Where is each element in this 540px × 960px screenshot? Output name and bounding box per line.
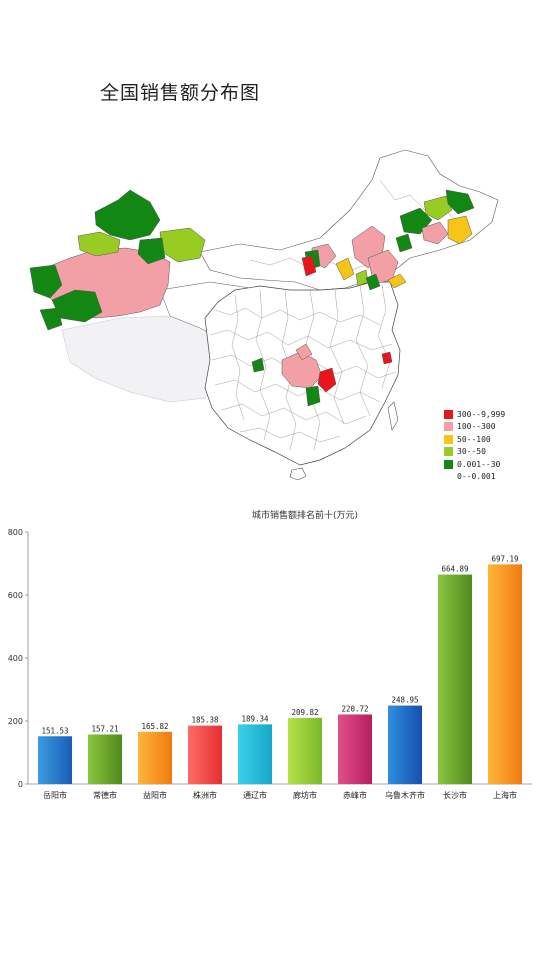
chart-title: 城市销售额排名前十(万元) [252,509,358,521]
y-tick-label: 0 [18,780,23,789]
bar-value-label: 248.95 [391,696,418,705]
map-region-hainan [290,468,306,480]
legend-label: 100--300 [457,422,496,431]
map-region-taiwan [388,402,398,430]
bar-长沙市 [438,575,472,784]
x-category-label: 株洲市 [193,790,217,800]
legend-item: 30--50 [444,446,505,459]
bar-value-label: 165.82 [141,722,168,731]
legend-item: 0.001--30 [444,458,505,471]
bar-乌鲁木齐市 [388,706,422,784]
x-category-label: 上海市 [493,790,517,800]
bar-value-label: 664.89 [441,565,468,574]
bar-value-label: 209.82 [291,708,318,717]
legend-swatch [444,447,453,456]
bar-value-label: 185.38 [191,716,219,725]
city-sales-bar-chart: 城市销售额排名前十(万元) 0 200 400 600 800 151.53 157.21… [0,500,540,810]
legend-label: 50--100 [457,435,491,444]
x-category-label: 乌鲁木齐市 [385,790,425,800]
x-category-label: 益阳市 [143,790,167,800]
y-tick-label: 400 [8,654,23,663]
x-category-label: 廊坊市 [293,790,317,800]
bar-上海市 [488,564,522,784]
bar-廊坊市 [288,718,322,784]
x-category-label: 赤峰市 [343,790,367,800]
y-tick-label: 200 [8,717,23,726]
legend-item: 50--100 [444,433,505,446]
y-tick-label: 800 [8,528,23,537]
x-category-label: 长沙市 [443,790,467,800]
x-category-label: 常德市 [93,790,117,800]
map-region-xj-sw [40,308,62,330]
page-title: 全国销售额分布图 [100,78,260,105]
map-legend: 300--9,999 100--300 50--100 30--50 0.001… [444,408,505,483]
legend-swatch [444,472,453,481]
bar-value-label: 151.53 [41,726,68,735]
bar-赤峰市 [338,714,372,784]
legend-label: 300--9,999 [457,410,505,419]
map-region-xj-east [160,228,205,262]
legend-item: 100--300 [444,421,505,434]
legend-label: 0.001--30 [457,460,500,469]
bar-常德市 [88,734,122,784]
legend-label: 30--50 [457,447,486,456]
bar-value-label: 157.21 [91,724,118,733]
bar-益阳市 [138,732,172,784]
x-category-label: 通辽市 [243,790,267,800]
y-tick-label: 600 [8,591,23,600]
legend-label: 0--0.001 [457,472,496,481]
bar-value-label: 220.72 [341,704,368,713]
map-region-tibet [62,316,225,402]
legend-item: 0--0.001 [444,471,505,484]
bar-通辽市 [238,724,272,784]
legend-swatch [444,422,453,431]
map-region-shanghai [382,352,392,364]
bar-value-label: 697.19 [491,554,518,563]
legend-swatch [444,410,453,419]
legend-swatch [444,435,453,444]
legend-swatch [444,460,453,469]
map-region-xj-north [95,190,160,240]
bar-岳阳市 [38,736,72,784]
legend-item: 300--9,999 [444,408,505,421]
bar-株洲市 [188,726,222,784]
bar-value-label: 189.34 [241,714,269,723]
x-category-label: 岳阳市 [43,790,67,800]
